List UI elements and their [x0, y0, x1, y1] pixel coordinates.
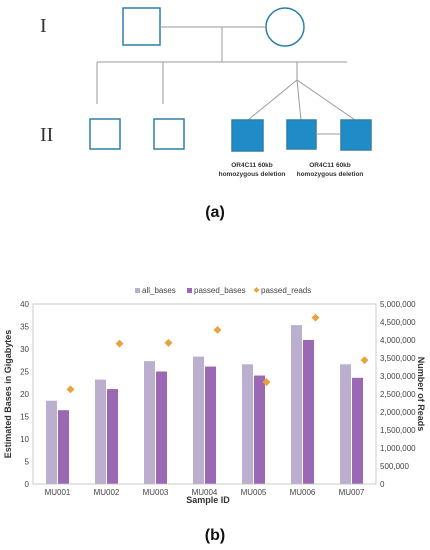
- point-passed_reads: [311, 313, 320, 322]
- y-tick-label: 25: [20, 368, 29, 377]
- legend-swatch-all_bases: [135, 288, 140, 293]
- affected-male-2: [286, 119, 317, 150]
- bar-passed_bases: [352, 377, 363, 484]
- bars: [46, 325, 363, 484]
- y-axis-label: Estimated Bases in Gigabytes: [3, 330, 13, 459]
- y2-tick-label: 4,000,000: [380, 336, 416, 345]
- bar-all_bases: [291, 325, 302, 484]
- bar-passed_bases: [107, 389, 118, 484]
- mother-circle: [265, 7, 305, 47]
- legend-label-passed_reads: passed_reads: [261, 286, 311, 295]
- bar-passed_bases: [254, 375, 265, 484]
- annotation-line2: homozygous deletion: [219, 171, 286, 178]
- y-tick-label: 40: [20, 300, 29, 309]
- y2-axis-label: Number of Reads: [416, 357, 426, 432]
- unaffected-male-1: [89, 118, 121, 150]
- legend-swatch-passed_bases: [187, 288, 192, 293]
- y2-tick-label: 500,000: [380, 462, 409, 471]
- legend-label-all_bases: all_bases: [142, 286, 176, 295]
- twin-line: [247, 79, 298, 121]
- y2-tick-label: 2,000,000: [380, 408, 416, 417]
- generation-label-1: I: [40, 15, 47, 37]
- annotation-line2: homozygous deletion: [297, 171, 364, 178]
- generation-label-2: II: [40, 124, 53, 146]
- legend: all_bases passed_bases passed_reads: [135, 286, 311, 295]
- twin-line: [296, 79, 356, 121]
- y-tick-label: 10: [20, 435, 29, 444]
- bar-passed_bases: [58, 410, 69, 484]
- bar-passed_bases: [205, 366, 216, 484]
- y2-tick-label: 2,500,000: [380, 390, 416, 399]
- x-tick-label: MU007: [339, 488, 365, 497]
- x-tick-label: MU002: [94, 488, 120, 497]
- x-tick-label: MU006: [290, 488, 316, 497]
- bar-all_bases: [144, 361, 155, 484]
- y-tick-label: 35: [20, 323, 29, 332]
- points: [66, 313, 369, 394]
- point-passed_reads: [66, 385, 75, 394]
- legend-label-passed_bases: passed_bases: [194, 286, 246, 295]
- affected-male-1: [231, 119, 264, 152]
- bar-passed_bases: [303, 340, 314, 484]
- point-passed_reads: [360, 356, 369, 365]
- x-tick-label: MU003: [143, 488, 169, 497]
- plot-frame: [32, 303, 377, 485]
- x-tick-label: MU004: [192, 488, 218, 497]
- point-passed_reads: [262, 378, 271, 387]
- y2-tick-label: 1,500,000: [380, 426, 416, 435]
- y-tick-label: 15: [20, 413, 29, 422]
- unaffected-male-2: [153, 118, 185, 150]
- point-passed_reads: [213, 325, 222, 334]
- pedigree: I II OR4C11 60kb homozygous deletion OR4…: [40, 7, 372, 221]
- bar-all_bases: [340, 364, 351, 484]
- y-tick-label: 30: [20, 345, 29, 354]
- x-tick-label: MU005: [241, 488, 267, 497]
- y-tick-label: 0: [25, 480, 30, 489]
- bar-all_bases: [95, 379, 106, 484]
- bar-all_bases: [46, 400, 57, 484]
- y-tick-label: 5: [25, 458, 30, 467]
- y2-tick-label: 4,500,000: [380, 318, 416, 327]
- point-passed_reads: [115, 339, 124, 348]
- father-square: [122, 7, 161, 46]
- y-tick-label: 20: [20, 390, 29, 399]
- annotation-line1: OR4C11 60kb: [309, 162, 351, 169]
- y2-tick-label: 5,000,000: [380, 300, 416, 309]
- point-passed_reads: [164, 338, 173, 347]
- chart: all_bases passed_bases passed_reads 0 5 10 15…: [3, 286, 426, 544]
- y2-tick-label: 0: [380, 480, 385, 489]
- bar-all_bases: [242, 364, 253, 484]
- y2-axis: 0 500,000 1,000,000 1,500,000 2,000,000 2,500…: [380, 300, 416, 489]
- x-axis: MU001 MU002 MU003 MU004 MU005 MU006 MU007: [45, 488, 365, 497]
- panel-label-b: (b): [205, 527, 225, 544]
- y-axis: 0 5 10 15 20 25 30 35 40: [20, 300, 29, 489]
- x-axis-label: Sample ID: [186, 495, 230, 505]
- y2-tick-label: 1,000,000: [380, 444, 416, 453]
- affected-male-3: [340, 119, 372, 151]
- annotation-line1: OR4C11 60kb: [231, 162, 273, 169]
- x-tick-label: MU001: [45, 488, 71, 497]
- twin-line: [296, 79, 302, 121]
- bar-all_bases: [193, 356, 204, 484]
- bar-passed_bases: [156, 371, 167, 484]
- y2-tick-label: 3,500,000: [380, 354, 416, 363]
- y2-tick-label: 3,000,000: [380, 372, 416, 381]
- panel-label-a: (a): [205, 204, 225, 221]
- legend-swatch-passed_reads: [253, 287, 260, 293]
